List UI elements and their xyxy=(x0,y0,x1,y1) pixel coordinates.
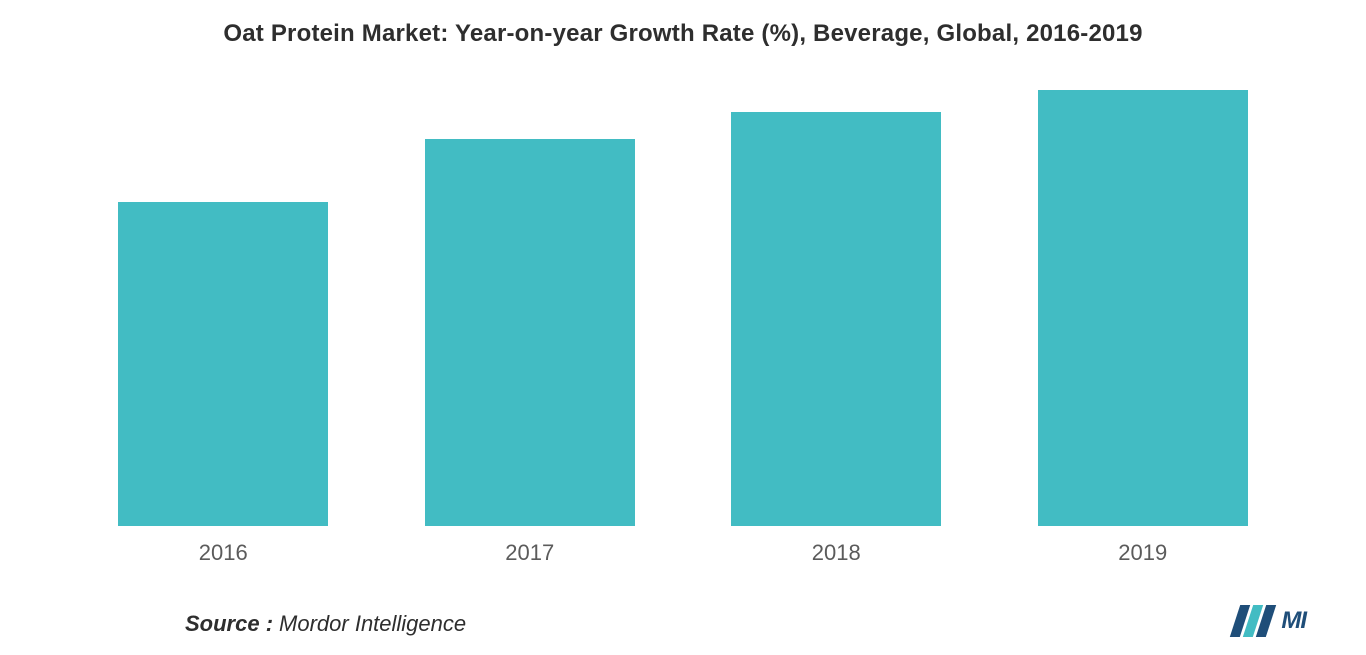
logo-text: MI xyxy=(1281,607,1306,635)
source-label: Source : xyxy=(185,611,273,637)
x-axis-label: 2018 xyxy=(812,540,861,566)
bar-2016 xyxy=(118,202,328,526)
x-axis-label: 2019 xyxy=(1118,540,1167,566)
logo-bars-icon xyxy=(1230,605,1276,637)
bar-slot: 2018 xyxy=(683,76,990,566)
bar-2017 xyxy=(425,139,635,526)
bar-slot: 2019 xyxy=(990,76,1297,566)
chart-title: Oat Protein Market: Year-on-year Growth … xyxy=(40,20,1326,48)
x-axis-label: 2017 xyxy=(505,540,554,566)
x-axis-label: 2016 xyxy=(199,540,248,566)
bar-slot: 2016 xyxy=(70,76,377,566)
source-citation: Source : Mordor Intelligence xyxy=(185,611,466,637)
chart-container: Oat Protein Market: Year-on-year Growth … xyxy=(0,0,1366,655)
bar-group: 2016 2017 2018 2019 xyxy=(40,76,1326,566)
chart-plot-area: 2016 2017 2018 2019 xyxy=(40,76,1326,566)
brand-logo: MI xyxy=(1235,605,1306,637)
bar-2019 xyxy=(1038,90,1248,527)
source-text: Mordor Intelligence xyxy=(279,611,466,637)
bar-2018 xyxy=(731,112,941,526)
bar-slot: 2017 xyxy=(377,76,684,566)
